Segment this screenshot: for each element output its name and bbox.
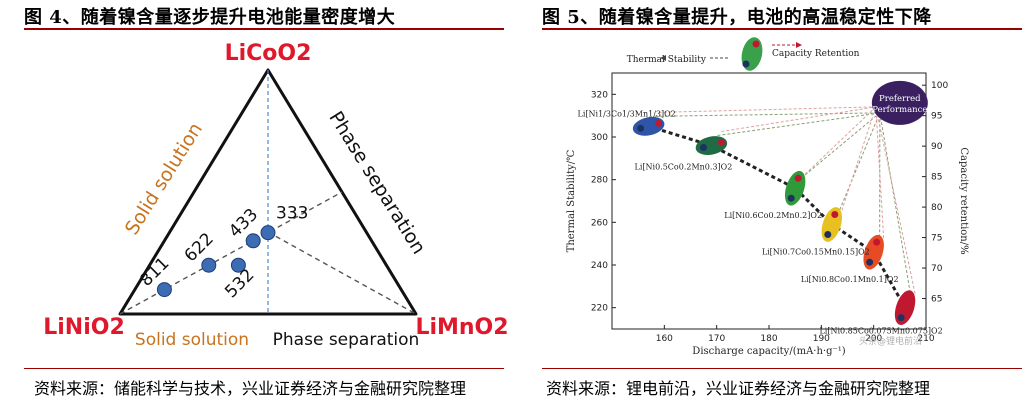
legend-capacity: Capacity Retention xyxy=(772,49,860,59)
series-label-6: Li[Ni0.85Co0.075Mn0.075]O2 xyxy=(819,327,942,336)
preferred-label-line1: Preferred xyxy=(879,94,921,104)
vertex-top: LiCoO2 xyxy=(225,41,312,66)
series-mark-5 xyxy=(863,234,884,270)
edge-label-bottom-left: Solid solution xyxy=(135,330,249,350)
chart-legend: Thermal Stability Capacity Retention xyxy=(627,37,860,71)
ternary-point-532 xyxy=(230,257,246,273)
series-mark-3 xyxy=(784,170,806,206)
y-right-tick-100: 100 xyxy=(931,81,948,91)
figure-4-source: 资料来源：储能科学与技术，兴业证券经济与金融研究院整理 xyxy=(34,379,467,398)
edge-label-left: Solid solution xyxy=(121,119,207,239)
y-right-tick-85: 85 xyxy=(931,173,942,183)
preferred-performance-marker: Preferred Performance xyxy=(871,80,928,125)
figure-5-title-rule xyxy=(542,28,1022,30)
series-label-5: Li[Ni0.8Co0.1Mn0.1]O2 xyxy=(801,275,899,284)
edge-label-right: Phase separation xyxy=(324,107,430,258)
x-tick-200: 200 xyxy=(865,334,882,344)
y-axis-right-label: Capacity retention/% xyxy=(958,147,969,254)
x-tick-180: 180 xyxy=(760,334,777,344)
series-label-4: Li[Ni0.7Co0.15Mn0.15]O2 xyxy=(762,247,870,256)
y-tick-320: 320 xyxy=(591,90,608,100)
y-right-tick-65: 65 xyxy=(931,295,942,305)
figure-4-title-rule xyxy=(24,28,504,30)
x-tick-210: 210 xyxy=(917,334,934,344)
vertex-left: LiNiO2 xyxy=(43,315,125,340)
figure-5-title: 图 5、随着镍含量提升，电池的高温稳定性下降 xyxy=(542,7,932,28)
vertex-right: LiMnO2 xyxy=(415,315,508,340)
figure-5-source-rule xyxy=(542,368,1022,369)
series-mark-2 xyxy=(695,136,728,155)
figure-5-source: 资料来源：锂电前沿，兴业证券经济与金融研究院整理 xyxy=(546,379,931,398)
series-label-1: Li[Ni1/3Co1/3Mn1/3]O2 xyxy=(578,109,676,118)
series-label-3: Li[Ni0.6Co0.2Mn0.2]O2 xyxy=(724,211,822,220)
ternary-point-622 xyxy=(201,257,217,273)
ternary-label-333: 333 xyxy=(276,204,308,224)
y-axis-label: Thermal Stability/℃ xyxy=(566,150,577,253)
series-mark-4 xyxy=(821,207,843,242)
x-axis-label: Discharge capacity/(mA·h·g⁻¹) xyxy=(692,346,845,357)
ternary-point-333 xyxy=(260,225,276,241)
ternary-point-433 xyxy=(245,233,261,249)
y-tick-260: 260 xyxy=(591,218,608,228)
x-tick-160: 160 xyxy=(656,334,673,344)
preferred-label-line2: Performance xyxy=(872,105,927,115)
series-label-2: Li[Ni0.5Co0.2Mn0.3]O2 xyxy=(635,163,733,172)
y-tick-240: 240 xyxy=(591,261,608,271)
y-right-tick-95: 95 xyxy=(931,112,942,122)
watermark: 头条@锂电前沿 xyxy=(859,335,922,347)
edge-label-bottom-right: Phase separation xyxy=(273,330,420,350)
y-right-tick-70: 70 xyxy=(931,264,943,274)
y-right-tick-90: 90 xyxy=(931,142,943,152)
y-right-tick-80: 80 xyxy=(931,203,943,213)
legend-thermal: Thermal Stability xyxy=(627,55,707,65)
x-tick-170: 170 xyxy=(708,334,725,344)
y-tick-280: 280 xyxy=(591,176,608,186)
series-mark-6 xyxy=(894,290,916,326)
figure-4-source-rule xyxy=(24,368,504,369)
y-right-tick-75: 75 xyxy=(931,234,942,244)
series-mark-1 xyxy=(632,116,665,136)
thermal-stability-chart: 220 240 260 280 300 320 65 70 75 80 85 90 95 100 160… xyxy=(566,37,969,357)
ternary-label-532: 532 xyxy=(221,265,258,302)
y-tick-220: 220 xyxy=(591,304,608,314)
ternary-point-811 xyxy=(156,282,172,298)
y-tick-300: 300 xyxy=(591,133,608,143)
x-tick-190: 190 xyxy=(813,334,830,344)
figure-4-title: 图 4、随着镍含量逐步提升电池能量密度增大 xyxy=(24,7,396,28)
